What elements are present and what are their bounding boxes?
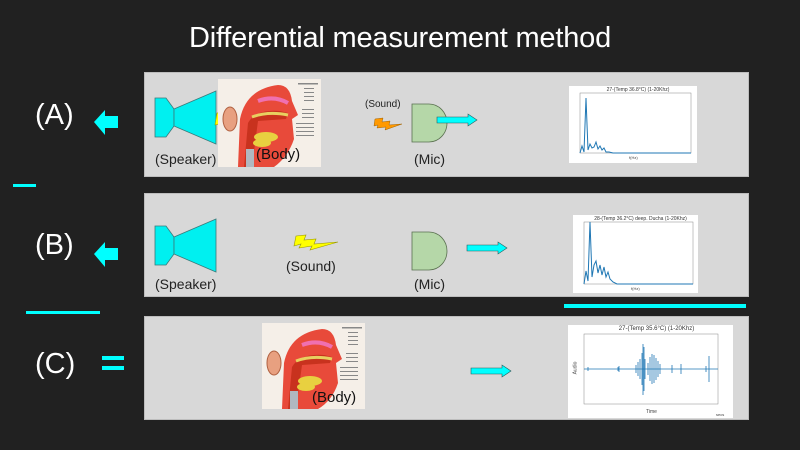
plot-title: 28-(Temp 36.2°C) deep. Ducha (1-20Khz): [594, 216, 687, 222]
microphone-icon: [411, 231, 448, 271]
sound-label-2: (Sound): [365, 99, 401, 110]
body-anatomy-image: (Body): [218, 79, 321, 167]
x-axis-label: Time: [646, 409, 657, 415]
x-axis-label: f(Hz): [631, 286, 640, 291]
mic-label: (Mic): [414, 151, 446, 167]
x-axis-unit: secs: [716, 412, 725, 417]
body-label: (Body): [312, 389, 357, 406]
y-axis-label: Audio: [572, 361, 579, 375]
mic-label: (Mic): [414, 276, 446, 292]
arrow-right-icon: [436, 113, 478, 127]
sound-wave-small-icon: [373, 117, 403, 131]
sound-label: (Sound): [286, 258, 336, 274]
body-anatomy-image: (Body): [262, 323, 365, 409]
row-label-b: (B): [35, 229, 74, 261]
row-label-a: (A): [35, 99, 74, 131]
row-label-c: (C): [35, 348, 76, 380]
x-axis-label: f(Hz): [629, 155, 638, 160]
waveform-plot-c: 27-(Temp 35.6°C) (1-20Khz): [568, 325, 733, 418]
page-title: Differential measurement method: [188, 22, 612, 54]
minus-operator-long: [26, 311, 100, 314]
speaker-icon: [154, 218, 217, 273]
panel-c: (Body) 27-(Temp 35.6°C) (1-20Khz): [144, 316, 749, 420]
speaker-icon: [154, 90, 217, 145]
body-label: (Body): [256, 146, 301, 163]
panel-a: (Speaker) (Sound) (Body) (Sound) (Mic) 2…: [144, 72, 749, 177]
plot-title: 27-(Temp 35.6°C) (1-20Khz): [618, 326, 695, 332]
arrow-left-icon: [94, 242, 118, 267]
sound-wave-icon: [293, 234, 339, 251]
speaker-label: (Speaker): [155, 151, 217, 167]
arrow-right-icon: [470, 364, 512, 378]
minus-operator: [13, 184, 36, 187]
arrow-left-icon: [94, 110, 118, 135]
speaker-label: (Speaker): [155, 276, 217, 292]
plot-title: 27-(Temp 36.8°C) (1-20Khz): [606, 87, 670, 93]
spectrum-plot-a: 27-(Temp 36.8°C) (1-20Khz) f(Hz): [569, 86, 697, 163]
spectrum-plot-b: 28-(Temp 36.2°C) deep. Ducha (1-20Khz) f…: [573, 215, 698, 293]
microphone-icon: [411, 103, 448, 143]
underline-bar: [564, 304, 746, 308]
panel-b: (Speaker) (Sound) (Mic) 28-(Temp 36.2°C)…: [144, 193, 749, 297]
equals-icon: [102, 356, 124, 372]
arrow-right-icon: [466, 241, 508, 255]
